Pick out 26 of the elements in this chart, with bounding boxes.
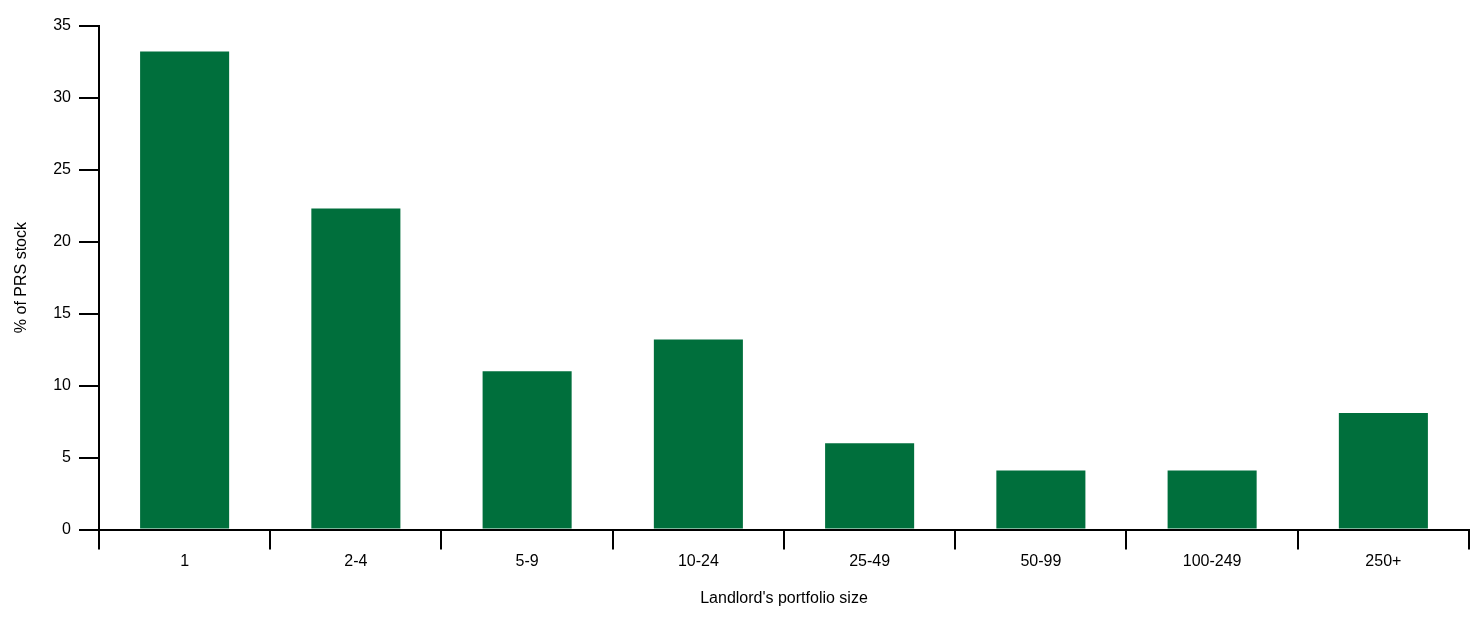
bar <box>1338 412 1428 529</box>
y-tick-label: 0 <box>62 520 72 538</box>
x-tick-label: 5-9 <box>515 551 539 569</box>
bar <box>996 470 1086 529</box>
x-tick-label: 250+ <box>1365 551 1402 569</box>
y-tick-label: 20 <box>53 232 72 250</box>
y-tick-label: 35 <box>53 16 72 34</box>
y-tick-label: 30 <box>53 88 72 106</box>
y-tick-label: 25 <box>53 160 72 178</box>
bar <box>825 443 915 529</box>
bar <box>1167 470 1257 529</box>
bar <box>140 51 230 529</box>
x-axis-title: Landlord's portfolio size <box>700 588 868 606</box>
x-tick-label: 1 <box>180 551 190 569</box>
x-tick-label: 100-249 <box>1182 551 1242 569</box>
x-tick-label: 2-4 <box>344 551 368 569</box>
bar <box>482 371 572 529</box>
bar <box>311 208 401 529</box>
y-tick-label: 5 <box>62 448 72 466</box>
y-tick-label: 15 <box>53 304 72 322</box>
y-tick-label: 10 <box>53 376 72 394</box>
y-axis-title: % of PRS stock <box>12 221 30 334</box>
x-tick-label: 25-49 <box>849 551 891 569</box>
bar <box>653 339 743 529</box>
x-tick-label: 50-99 <box>1020 551 1062 569</box>
x-tick-label: 10-24 <box>677 551 719 569</box>
